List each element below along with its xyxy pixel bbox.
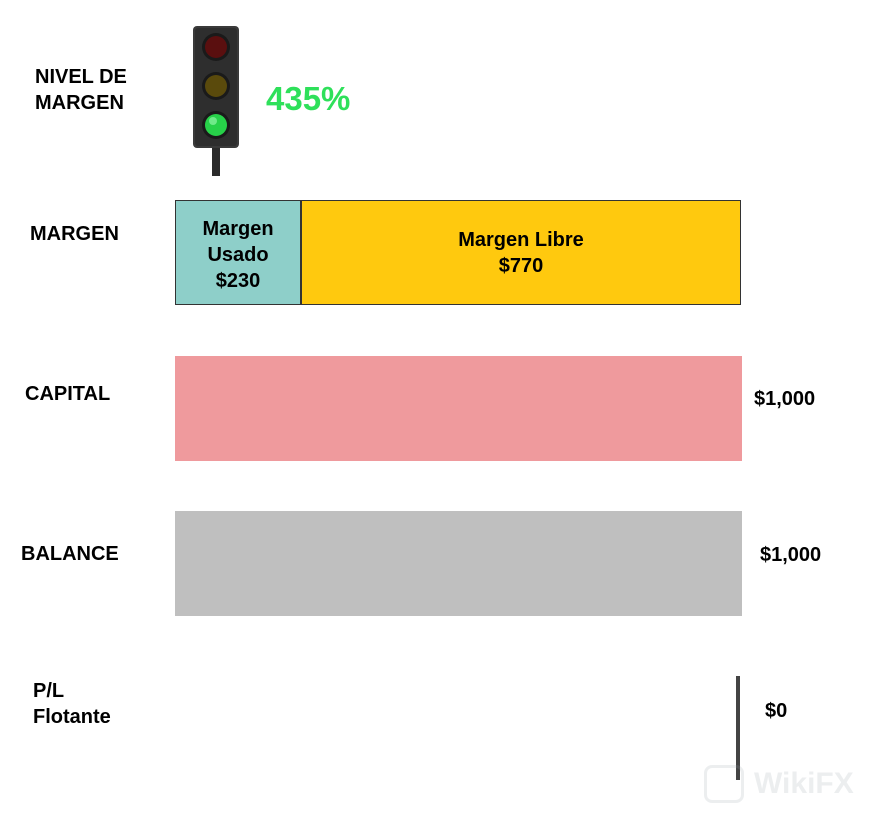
- margin-level-label: NIVEL DE MARGEN: [35, 66, 127, 114]
- free-margin-text: Margen Libre $770: [458, 229, 584, 277]
- watermark-logo-icon: [704, 765, 744, 803]
- floating-pl-value: $0: [765, 700, 788, 722]
- used-margin-segment: Margen Usado $230: [175, 200, 301, 305]
- capital-value: $1,000: [754, 388, 816, 410]
- floating-pl-line: [736, 676, 740, 780]
- margin-label: MARGEN: [30, 223, 119, 245]
- watermark: WikiFX: [704, 763, 876, 805]
- traffic-light-icon: [193, 26, 239, 176]
- margin-level-value: 435%: [266, 80, 351, 117]
- capital-label: CAPITAL: [25, 383, 111, 405]
- balance-label: BALANCE: [21, 543, 119, 565]
- used-margin-text: Margen Usado $230: [202, 218, 274, 292]
- watermark-text: WikiFX: [754, 767, 854, 800]
- balance-value: $1,000: [760, 544, 822, 566]
- floating-pl-label: P/L Flotante: [33, 680, 111, 728]
- free-margin-segment: Margen Libre $770: [301, 200, 741, 305]
- balance-bar: [175, 511, 742, 616]
- capital-bar: [175, 356, 742, 461]
